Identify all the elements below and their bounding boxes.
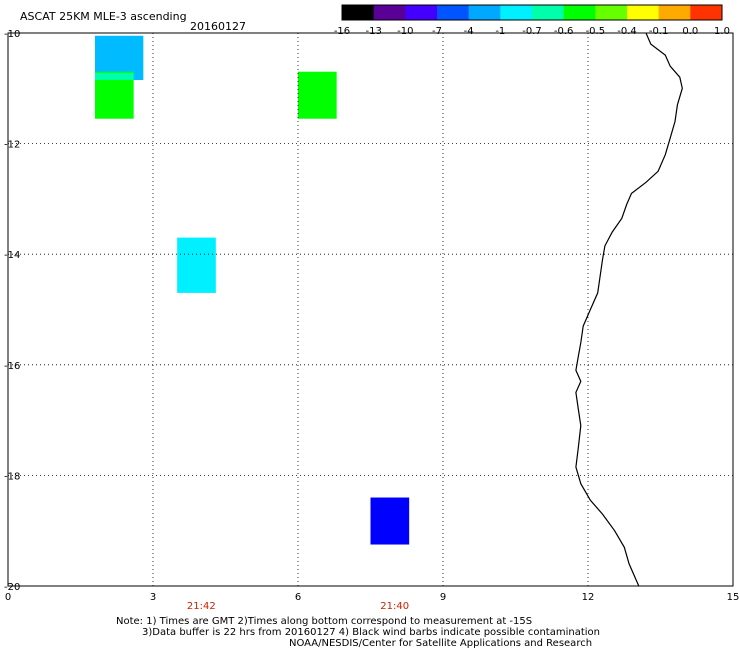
product-date: 20160127: [190, 20, 246, 33]
colorbar-label: -10: [397, 26, 413, 37]
colorbar-label: -1: [495, 26, 505, 37]
note-line-2: 3)Data buffer is 22 hrs from 20160127 4)…: [142, 627, 600, 638]
colorbar-label: 1.0: [714, 26, 730, 37]
axis-tick-labels: 0 3 6 9 12 15 -10 -12 -14 -16 -18 -20: [4, 29, 739, 603]
y-tick-label: -16: [4, 361, 20, 372]
colorbar: -16 -13 -10 -7 -4 -1 -0.7 -0.6 -0.5 -0.4 -0.1 0.0 1.…: [334, 4, 730, 37]
coastline-path: [575, 32, 683, 587]
note-line-3: NOAA/NESDIS/Center for Satellite Applica…: [289, 638, 593, 649]
colorbar-segment: [437, 5, 470, 20]
note-line-1: Note: 1) Times are GMT 2)Times along bot…: [116, 616, 533, 627]
colorbar-segment: [690, 5, 723, 20]
colorbar-segment: [627, 5, 660, 20]
x-tick-label: 9: [440, 592, 446, 603]
x-tick-label: 3: [150, 592, 156, 603]
colorbar-segment: [373, 5, 406, 20]
y-tick-label: -18: [4, 471, 20, 482]
wind-cell: [177, 237, 216, 293]
coastline: [575, 32, 683, 587]
colorbar-label: -0.6: [554, 26, 574, 37]
product-title: ASCAT 25KM MLE-3 ascending: [20, 10, 187, 23]
x-tick-label: 0: [5, 592, 11, 603]
colorbar-label: -0.4: [617, 26, 637, 37]
x-tick-label: 6: [295, 592, 301, 603]
x-tick-label: 15: [727, 592, 740, 603]
colorbar-label: -16: [334, 26, 350, 37]
time-label: 21:42: [187, 601, 216, 612]
colorbar-segment: [405, 5, 438, 20]
colorbar-label: -13: [365, 26, 381, 37]
wind-cell: [298, 71, 337, 119]
y-tick-label: -20: [4, 582, 20, 593]
y-tick-label: -10: [4, 29, 20, 40]
colorbar-label: -0.7: [522, 26, 542, 37]
colorbar-segment: [500, 5, 533, 20]
colorbar-label: -4: [464, 26, 474, 37]
colorbar-frame: [341, 4, 723, 21]
colorbar-label: -7: [432, 26, 442, 37]
wind-cell: [370, 497, 410, 545]
colorbar-segment: [563, 5, 596, 20]
colorbar-label: -0.1: [649, 26, 669, 37]
y-tick-label: -12: [4, 140, 20, 151]
colorbar-label: 0.0: [682, 26, 698, 37]
map-frame: [7, 32, 734, 587]
colorbar-segment: [468, 5, 501, 20]
time-labels: 21:42 21:40: [187, 601, 409, 612]
colorbar-segment: [532, 5, 565, 20]
y-tick-label: -14: [4, 250, 20, 261]
colorbar-label: -0.5: [586, 26, 606, 37]
colorbar-segment: [658, 5, 691, 20]
colorbar-segment: [595, 5, 628, 20]
wind-data-cells: [95, 35, 410, 545]
wind-cell: [95, 72, 134, 81]
colorbar-segment: [342, 5, 375, 20]
x-tick-label: 12: [582, 592, 595, 603]
time-label: 21:40: [380, 601, 409, 612]
